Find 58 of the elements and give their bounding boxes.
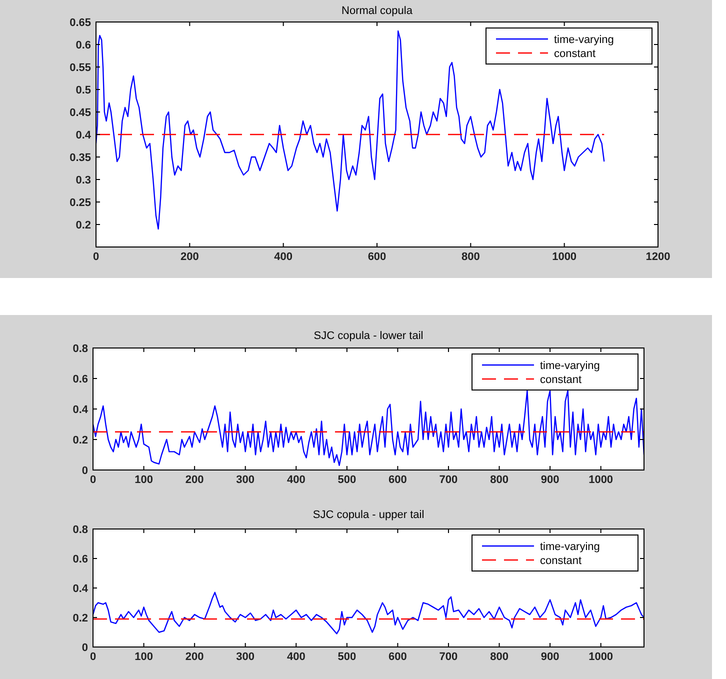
y-tick-label: 0.8 — [72, 524, 88, 536]
y-tick-label: 0.4 — [72, 404, 89, 416]
legend-label: time-varying — [540, 360, 600, 372]
y-tick-label: 0.4 — [76, 130, 92, 142]
legend-label: constant — [554, 48, 596, 60]
x-tick-label: 900 — [540, 474, 560, 486]
y-tick-label: 0.6 — [76, 40, 91, 52]
x-tick-label: 600 — [368, 251, 386, 263]
x-tick-label: 700 — [439, 651, 458, 663]
x-tick-label: 700 — [439, 474, 458, 486]
chart-title: Normal copula — [342, 5, 414, 17]
y-tick-label: 0.6 — [72, 374, 88, 386]
x-tick-label: 600 — [388, 474, 407, 486]
legend-label: constant — [540, 555, 582, 567]
y-tick-label: 0.5 — [76, 84, 91, 96]
x-tick-label: 800 — [461, 251, 480, 263]
line-series — [93, 592, 644, 634]
y-tick-label: 0.65 — [70, 17, 91, 29]
line-series — [93, 390, 644, 466]
y-tick-label: 0 — [82, 465, 88, 477]
chart-title: SJC copula - upper tail — [312, 509, 424, 521]
x-tick-label: 800 — [490, 651, 508, 663]
legend-label: time-varying — [554, 34, 614, 46]
y-tick-label: 0.2 — [72, 612, 88, 624]
y-tick-label: 0.8 — [72, 343, 88, 355]
y-tick-label: 0.2 — [72, 434, 88, 446]
y-tick-label: 0.2 — [76, 220, 91, 232]
x-tick-label: 400 — [286, 474, 306, 486]
y-tick-label: 0.55 — [70, 62, 91, 74]
x-tick-label: 600 — [388, 651, 407, 663]
legend-label: time-varying — [540, 541, 600, 553]
y-tick-label: 0.45 — [70, 107, 91, 119]
x-tick-label: 400 — [274, 251, 293, 263]
x-tick-label: 200 — [185, 474, 204, 486]
x-tick-label: 500 — [338, 474, 356, 486]
legend-label: constant — [540, 374, 582, 386]
chart-title: SJC copula - lower tail — [314, 330, 424, 342]
x-tick-label: 1000 — [588, 474, 614, 486]
y-tick-label: 0.6 — [72, 554, 88, 566]
y-tick-label: 0.35 — [70, 152, 91, 164]
y-tick-label: 0 — [82, 642, 88, 654]
y-tick-label: 0.25 — [70, 197, 91, 209]
x-tick-label: 100 — [134, 474, 153, 486]
y-tick-label: 0.3 — [76, 174, 91, 186]
x-tick-label: 900 — [540, 651, 560, 663]
x-tick-label: 400 — [286, 651, 306, 663]
x-tick-label: 500 — [338, 651, 356, 663]
x-tick-label: 1000 — [552, 251, 577, 263]
x-tick-label: 1200 — [646, 251, 670, 263]
x-tick-label: 800 — [490, 474, 508, 486]
y-tick-label: 0.4 — [72, 583, 89, 595]
x-tick-label: 0 — [92, 251, 100, 263]
x-tick-label: 300 — [236, 474, 255, 486]
x-tick-label: 100 — [134, 651, 153, 663]
x-tick-label: 300 — [236, 651, 255, 663]
x-tick-label: 200 — [185, 651, 204, 663]
x-tick-label: 1000 — [588, 651, 614, 663]
x-tick-label: 200 — [180, 251, 199, 263]
